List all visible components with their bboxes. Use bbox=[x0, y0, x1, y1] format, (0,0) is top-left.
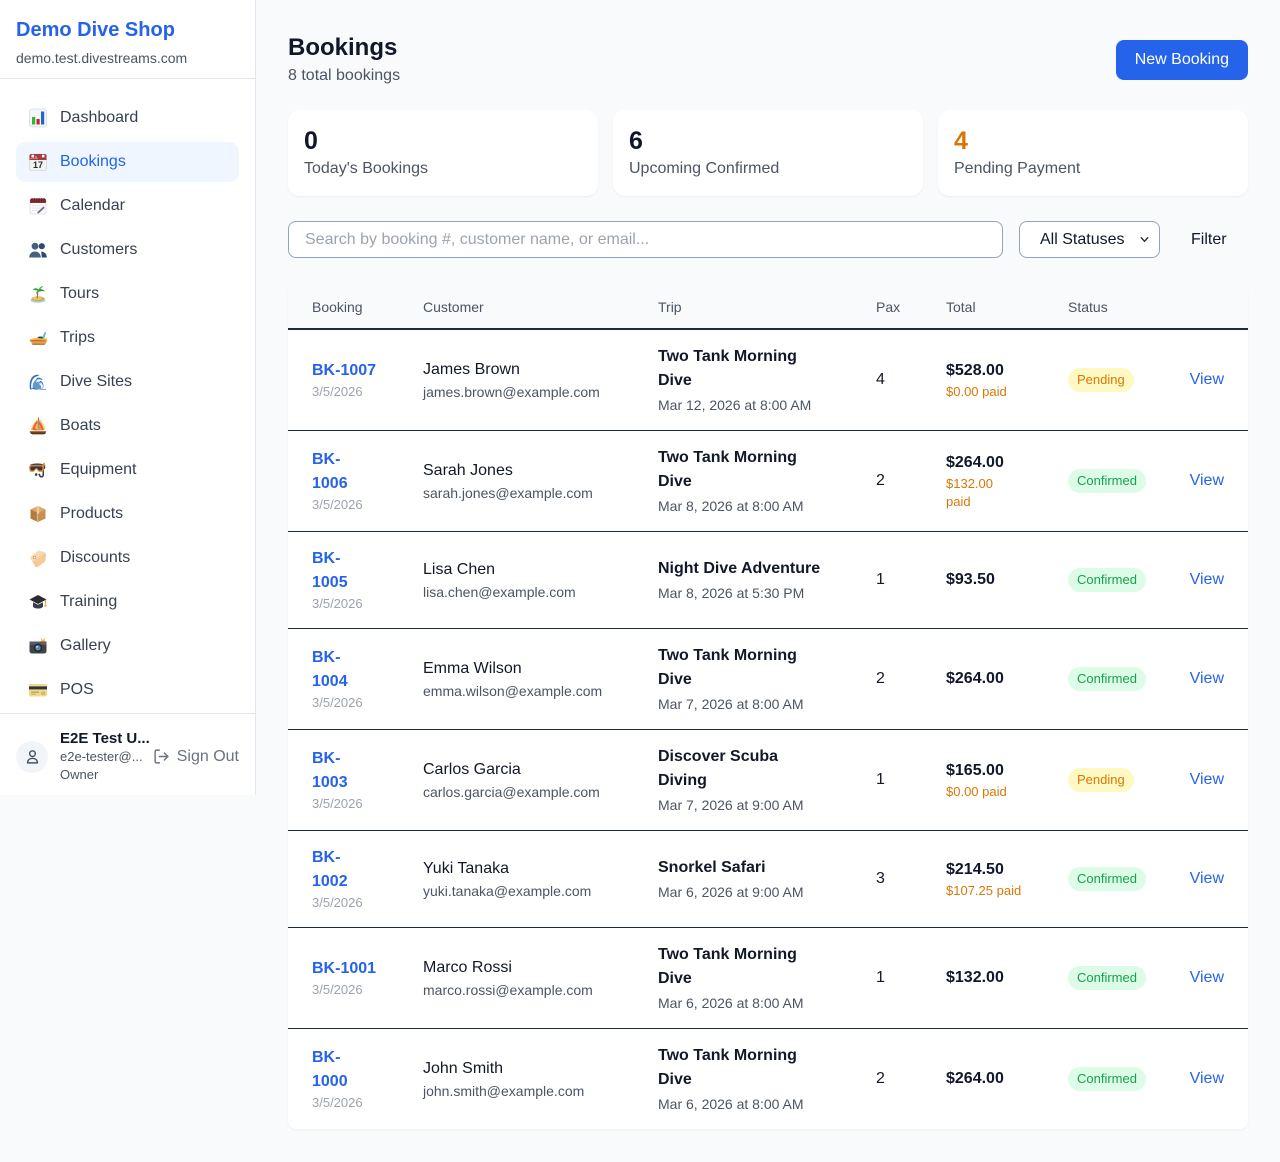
svg-text:JUL: JUL bbox=[30, 155, 38, 160]
svg-text:17: 17 bbox=[33, 160, 43, 170]
